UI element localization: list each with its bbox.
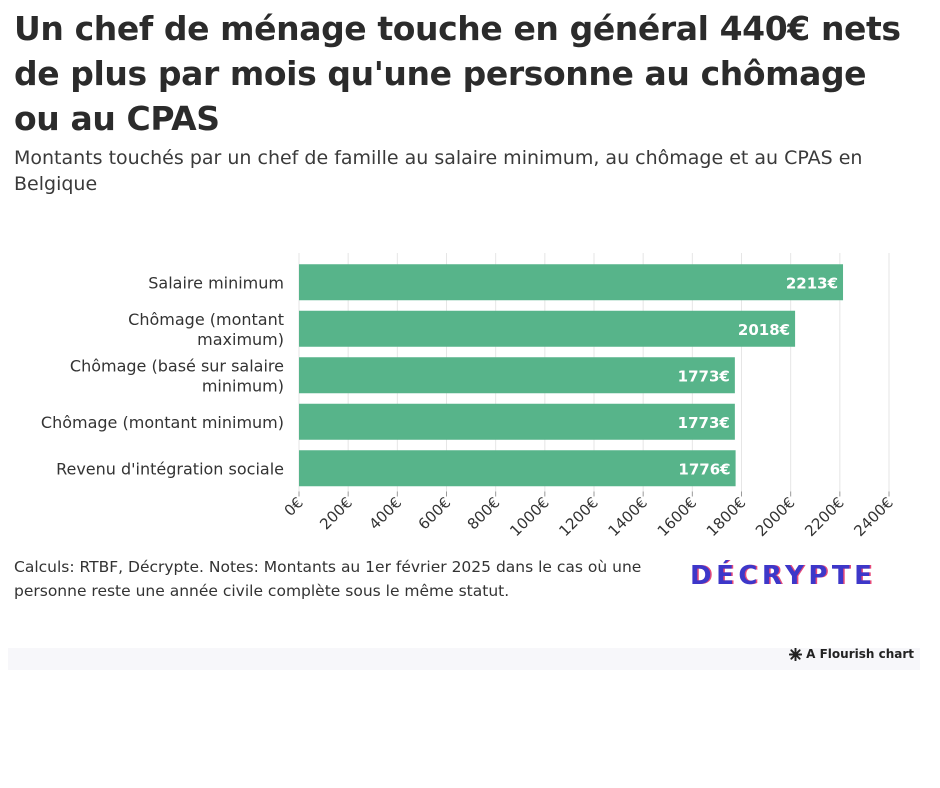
bar[interactable] [299,450,736,487]
chart-subtitle: Montants touchés par un chef de famille … [14,147,863,195]
category-label-line: Chômage (basé sur salaire [70,356,284,375]
category-label-line: Salaire minimum [148,273,284,292]
x-tick-label: 400€ [365,494,405,534]
x-tick-label: 1800€ [703,494,749,540]
bar-value-label: 2018€ [738,321,790,339]
x-tick-label: 0€ [281,494,307,520]
category-label-line: minimum) [202,376,284,395]
category-label: Revenu d'intégration sociale [56,459,284,478]
x-tick-label: 600€ [415,494,455,534]
x-tick-label: 2000€ [752,494,798,540]
bar-value-label: 1776€ [678,460,730,478]
bar-value-label: 1773€ [678,367,730,385]
flourish-star-icon [789,647,803,661]
bar[interactable] [299,310,796,347]
bar-value-label: 1773€ [678,414,730,432]
flourish-credit-label: A Flourish chart [806,647,914,661]
chart-footnote: Calculs: RTBF, Décrypte. Notes: Montants… [14,558,642,600]
category-label: Salaire minimum [148,273,284,292]
bar[interactable] [299,264,844,301]
category-label: Chômage (basé sur salaire minimum) [70,356,284,395]
decrypte-logo[interactable]: DÉCRYPTE [690,561,877,591]
category-label-line: maximum) [197,330,284,349]
category-label-line: Revenu d'intégration sociale [56,459,284,478]
x-tick-label: 800€ [464,494,504,534]
chart-title: Un chef de ménage touche en général 440€… [14,9,901,138]
flourish-credit[interactable]: A Flourish chart [789,647,914,661]
category-label-line: Chômage (montant [128,310,284,329]
x-tick-label: 2400€ [850,494,896,540]
x-tick-label: 200€ [316,494,356,534]
category-label: Chômage (montant maximum) [128,310,284,349]
category-label: Chômage (montant minimum) [41,413,284,432]
x-tick-label: 1400€ [605,494,651,540]
x-tick-label: 1600€ [654,494,700,540]
x-tick-label: 1000€ [506,494,552,540]
category-label-line: Chômage (montant minimum) [41,413,284,432]
bar[interactable] [299,403,735,440]
bar[interactable] [299,357,735,394]
bar-value-label: 2213€ [786,274,838,292]
x-tick-label: 1200€ [555,494,601,540]
bar-chart: 2213€ Salaire minimum 2018€ Chômage (montan… [41,253,897,540]
x-tick-label: 2200€ [801,494,847,540]
